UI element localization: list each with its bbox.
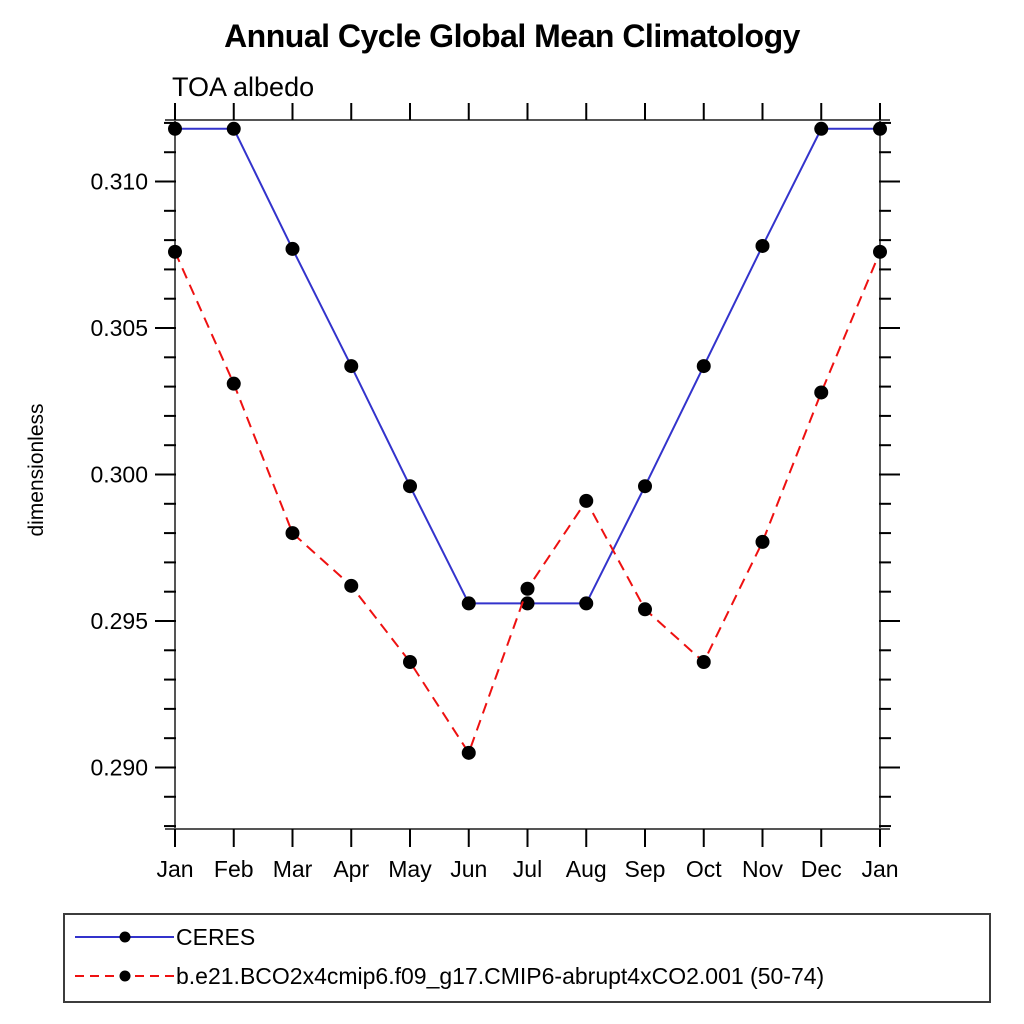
chart-subtitle: TOA albedo — [172, 72, 315, 102]
x-axis-tick-label: Jan — [861, 856, 898, 882]
x-axis-tick-label: Dec — [801, 856, 842, 882]
data-point-marker — [579, 596, 594, 611]
data-point-marker — [873, 244, 887, 259]
data-point-marker — [285, 526, 300, 541]
x-axis-tick-label: Apr — [333, 856, 369, 882]
data-point-marker — [403, 479, 417, 494]
legend-sample-model — [75, 970, 174, 982]
data-point-marker — [168, 244, 182, 259]
data-point-marker — [638, 479, 652, 494]
y-axis-tick-label: 0.305 — [90, 315, 148, 341]
data-point-marker — [814, 121, 829, 136]
data-point-marker — [226, 376, 241, 391]
data-point-marker — [520, 596, 535, 611]
legend-item-ceres: CERES — [70, 920, 984, 954]
series-line-ceres — [175, 127, 880, 605]
x-axis-tick-label: Nov — [742, 856, 783, 882]
data-point-marker — [696, 359, 711, 374]
chart-title: Annual Cycle Global Mean Climatology — [224, 18, 800, 54]
legend-item-model: b.e21.BCO2x4cmip6.f09_g17.CMIP6-abrupt4x… — [70, 959, 984, 993]
x-axis-tick-label: Jan — [156, 856, 193, 882]
legend-marker-dot — [119, 970, 131, 982]
x-axis-tick-label: Mar — [273, 856, 313, 882]
x-axis-tick-label: Jun — [450, 856, 487, 882]
data-point-marker — [755, 238, 770, 253]
series-line-model — [174, 251, 881, 756]
x-axis-tick-label: Sep — [625, 856, 666, 882]
data-point-marker — [461, 745, 476, 760]
legend: CERES b.e21.BCO2x4cmip6.f09_g17.CMIP6-ab… — [63, 913, 991, 1003]
legend-label-model: b.e21.BCO2x4cmip6.f09_g17.CMIP6-abrupt4x… — [176, 962, 825, 989]
y-axis-tick-label: 0.300 — [90, 462, 148, 488]
data-point-marker — [755, 534, 770, 549]
data-point-marker — [344, 359, 359, 374]
x-axis-tick-label: Feb — [214, 856, 254, 882]
legend-marker-dot — [119, 931, 131, 943]
y-axis-tick-label: 0.310 — [90, 169, 148, 195]
data-point-marker — [285, 241, 300, 256]
y-axis-tick-label: 0.295 — [90, 608, 148, 634]
data-point-marker — [520, 581, 535, 596]
data-point-marker — [168, 121, 182, 136]
x-axis-tick-label: May — [388, 856, 432, 882]
data-point-marker — [403, 655, 417, 670]
x-axis-tick-label: Aug — [566, 856, 607, 882]
y-axis-tick-label: 0.290 — [90, 754, 148, 780]
data-point-marker — [638, 602, 652, 617]
legend-sample-ceres — [75, 931, 174, 943]
data-point-marker — [344, 578, 359, 593]
data-point-marker — [226, 121, 241, 136]
data-point-marker — [696, 655, 711, 670]
data-point-marker — [461, 596, 476, 611]
data-point-marker — [873, 121, 887, 136]
legend-label-ceres: CERES — [176, 923, 256, 950]
data-point-marker — [579, 493, 594, 508]
data-point-marker — [814, 385, 829, 400]
x-axis-tick-label: Jul — [513, 856, 542, 882]
x-axis-tick-label: Oct — [686, 856, 722, 882]
